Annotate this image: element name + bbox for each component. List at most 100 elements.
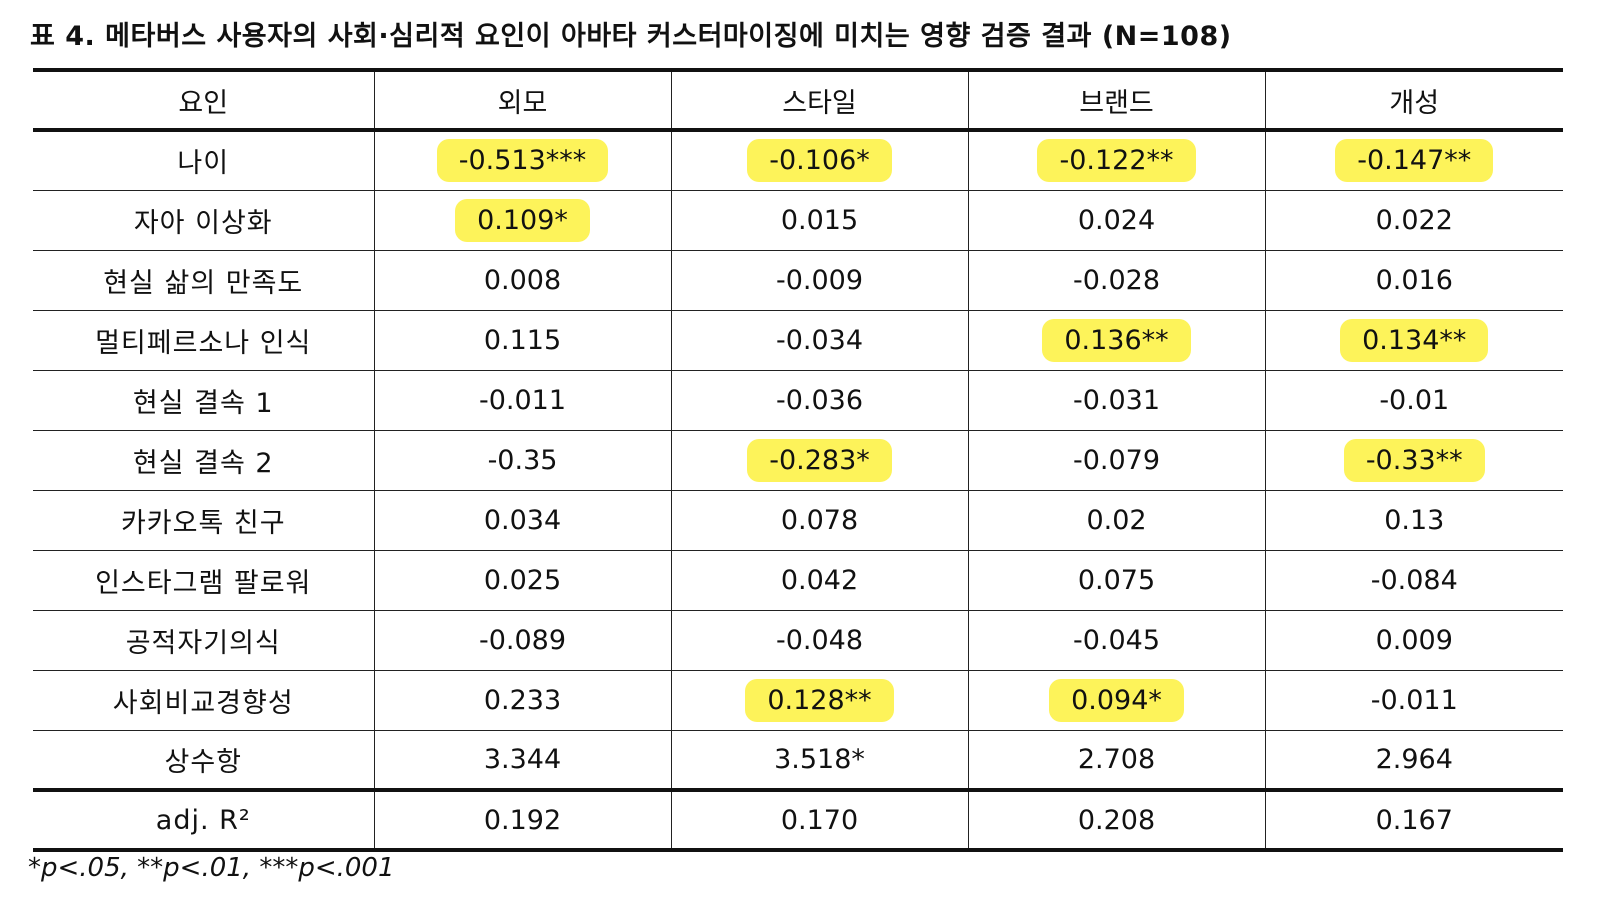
highlighted-value: -0.283* bbox=[747, 438, 892, 482]
cell-value: 0.024 bbox=[1077, 204, 1156, 236]
table-cell: 0.170 bbox=[670, 790, 968, 850]
table-cell: 0.233 bbox=[373, 670, 671, 730]
header-brand: 브랜드 bbox=[967, 70, 1265, 130]
table-row: 멀티페르소나 인식 0.115 -0.034 0.136** 0.134** bbox=[33, 310, 1563, 370]
cell-value: -0.036 bbox=[775, 384, 864, 416]
highlighted-value: -0.147** bbox=[1335, 139, 1494, 183]
table-cell: 0.015 bbox=[670, 190, 968, 250]
table-cell: 0.016 bbox=[1264, 250, 1563, 310]
header-appearance: 외모 bbox=[373, 70, 671, 130]
table-row: 현실 삶의 만족도 0.008 -0.009 -0.028 0.016 bbox=[33, 250, 1563, 310]
table-cell: 3.344 bbox=[373, 730, 671, 790]
table-row: 사회비교경향성 0.233 0.128** 0.094* -0.011 bbox=[33, 670, 1563, 730]
table-cell: 0.094* bbox=[967, 670, 1265, 730]
table-cell: 0.078 bbox=[670, 490, 968, 550]
header-factor: 요인 bbox=[178, 87, 229, 119]
cell-value: 0.078 bbox=[780, 504, 859, 536]
table-cell: 0.022 bbox=[1264, 190, 1563, 250]
cell-value: 3.518* bbox=[774, 743, 865, 775]
table-cell: 0.115 bbox=[373, 310, 671, 370]
table-row: 현실 결속 2 -0.35 -0.283* -0.079 -0.33** bbox=[33, 430, 1563, 490]
table-cell: -0.011 bbox=[1264, 670, 1563, 730]
cell-value: -0.35 bbox=[487, 444, 558, 476]
table-cell: -0.084 bbox=[1264, 550, 1563, 610]
table-cell: 3.518* bbox=[670, 730, 968, 790]
table-cell: -0.031 bbox=[967, 370, 1265, 430]
table-cell: 0.136** bbox=[967, 310, 1265, 370]
cell-value: 2.708 bbox=[1077, 743, 1156, 775]
table-cell: -0.079 bbox=[967, 430, 1265, 490]
table-row: 현실 결속 1 -0.011 -0.036 -0.031 -0.01 bbox=[33, 370, 1563, 430]
highlighted-value: 0.136** bbox=[1042, 318, 1191, 362]
highlighted-value: -0.106* bbox=[747, 139, 892, 183]
cell-value: 0.170 bbox=[780, 804, 859, 836]
cell-value: -0.031 bbox=[1072, 384, 1161, 416]
table-cell: -0.011 bbox=[373, 370, 671, 430]
table-cell: 0.042 bbox=[670, 550, 968, 610]
header-row: 요인 외모 스타일 브랜드 개성 bbox=[33, 70, 1563, 130]
cell-value: -0.011 bbox=[478, 384, 567, 416]
cell-value: -0.089 bbox=[478, 624, 567, 656]
table-cell: 0.167 bbox=[1264, 790, 1563, 850]
table-cell: -0.034 bbox=[670, 310, 968, 370]
table-row: 공적자기의식 -0.089 -0.048 -0.045 0.009 bbox=[33, 610, 1563, 670]
table-title: 표 4. 메타버스 사용자의 사회·심리적 요인이 아바타 커스터마이징에 미치… bbox=[30, 21, 1232, 52]
highlighted-value: -0.513*** bbox=[436, 139, 609, 183]
table-cell: -0.045 bbox=[967, 610, 1265, 670]
cell-value: -0.079 bbox=[1072, 444, 1161, 476]
table-cell: 0.02 bbox=[967, 490, 1265, 550]
table-cell: -0.009 bbox=[670, 250, 968, 310]
cell-value: -0.011 bbox=[1370, 684, 1458, 716]
cell-value: -0.028 bbox=[1072, 264, 1161, 296]
cell-value: 3.344 bbox=[483, 743, 562, 775]
table-cell: 0.109* bbox=[373, 190, 671, 250]
significance-footnote: *p<.05, **p<.01, ***p<.001 bbox=[28, 853, 395, 883]
table-cell: 0.128** bbox=[670, 670, 968, 730]
cell-value: -0.01 bbox=[1379, 384, 1450, 416]
table-cell: -0.036 bbox=[670, 370, 968, 430]
table-cell: 0.075 bbox=[967, 550, 1265, 610]
table-row: 나이 -0.513*** -0.106* -0.122** -0.147** bbox=[33, 130, 1563, 190]
cell-value: 0.009 bbox=[1375, 624, 1453, 656]
table-cell: 2.964 bbox=[1264, 730, 1563, 790]
cell-value: 0.034 bbox=[483, 504, 562, 536]
table-cell: 0.13 bbox=[1264, 490, 1563, 550]
table-cell: -0.35 bbox=[373, 430, 671, 490]
row-label: 상수항 bbox=[164, 746, 243, 778]
header-personality: 개성 bbox=[1264, 70, 1563, 130]
table-cell: -0.01 bbox=[1264, 370, 1563, 430]
table-row: adj. R² 0.192 0.170 0.208 0.167 bbox=[33, 790, 1563, 850]
table-cell: -0.283* bbox=[670, 430, 968, 490]
cell-value: 0.022 bbox=[1375, 204, 1453, 236]
highlighted-value: 0.134** bbox=[1340, 318, 1489, 362]
cell-value: 0.075 bbox=[1077, 564, 1156, 596]
highlighted-value: 0.109* bbox=[455, 198, 590, 242]
table-cell: -0.147** bbox=[1264, 130, 1563, 190]
cell-value: 2.964 bbox=[1375, 743, 1453, 775]
cell-value: 0.008 bbox=[483, 264, 562, 296]
row-label: 인스타그램 팔로워 bbox=[95, 567, 312, 599]
table-cell: 0.009 bbox=[1264, 610, 1563, 670]
row-label: 자아 이상화 bbox=[133, 207, 273, 239]
highlighted-value: -0.33** bbox=[1343, 438, 1485, 482]
cell-value: 0.233 bbox=[483, 684, 562, 716]
table-cell: 0.024 bbox=[967, 190, 1265, 250]
table-cell: 0.134** bbox=[1264, 310, 1563, 370]
row-label: 현실 삶의 만족도 bbox=[103, 267, 304, 299]
row-label: 현실 결속 1 bbox=[132, 387, 274, 419]
table-row: 카카오톡 친구 0.034 0.078 0.02 0.13 bbox=[33, 490, 1563, 550]
table-cell: -0.33** bbox=[1264, 430, 1563, 490]
row-label: 공적자기의식 bbox=[125, 627, 281, 659]
cell-value: 0.13 bbox=[1384, 504, 1445, 536]
cell-value: 0.042 bbox=[780, 564, 859, 596]
highlighted-value: 0.128** bbox=[745, 678, 894, 722]
table-cell: -0.106* bbox=[670, 130, 968, 190]
table-cell: 0.034 bbox=[373, 490, 671, 550]
table-row: 상수항 3.344 3.518* 2.708 2.964 bbox=[33, 730, 1563, 790]
table-cell: 0.208 bbox=[967, 790, 1265, 850]
cell-value: -0.034 bbox=[775, 324, 864, 356]
table-cell: -0.122** bbox=[967, 130, 1265, 190]
table-cell: -0.048 bbox=[670, 610, 968, 670]
cell-value: 0.115 bbox=[483, 324, 562, 356]
cell-value: 0.025 bbox=[483, 564, 562, 596]
